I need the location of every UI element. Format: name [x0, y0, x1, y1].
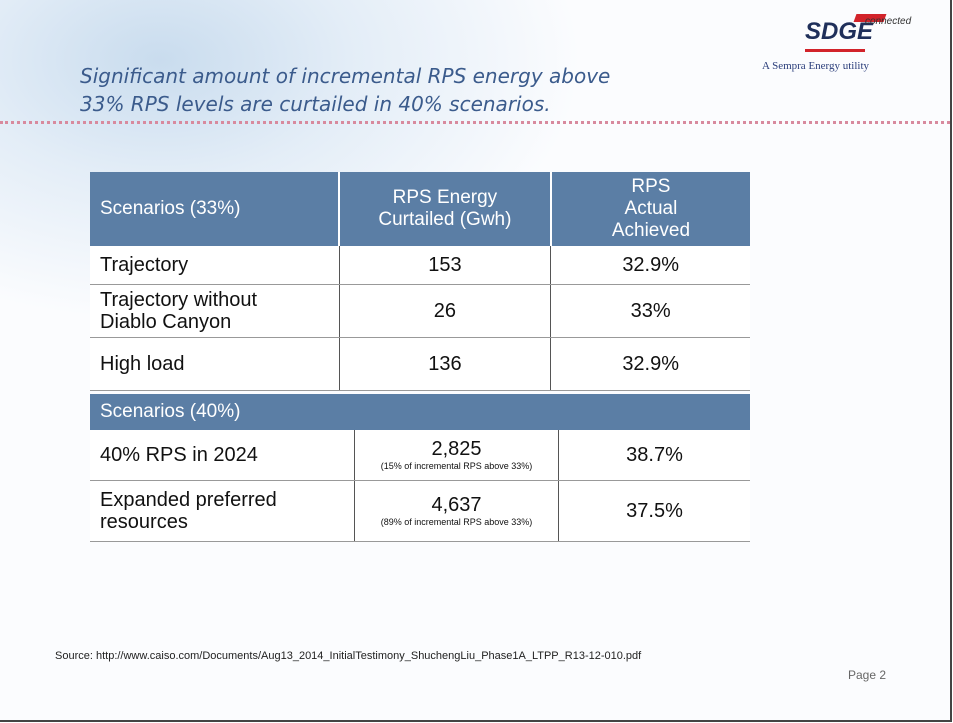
table-33: Scenarios (33%) RPS Energy Curtailed (Gw…: [90, 172, 750, 391]
table-row: Expanded preferred resources 4,637 (89% of…: [90, 480, 750, 542]
logo-rule: [805, 49, 865, 52]
logo-brand: SDGE: [805, 18, 874, 45]
curtailed-cell: 4,637 (89% of incremental RPS above 33%): [354, 480, 559, 542]
logo: SDGE connected A Sempra Energy utility: [760, 12, 930, 82]
curtailed-cell: 2,825 (15% of incremental RPS above 33%): [354, 430, 559, 481]
header-row: Scenarios (33%) RPS Energy Curtailed (Gw…: [90, 172, 750, 246]
column-header: RPS Actual Achieved: [549, 172, 750, 246]
table-row: Trajectory without Diablo Canyon 26 33%: [90, 284, 750, 338]
column-header: RPS Energy Curtailed (Gwh): [338, 172, 551, 246]
achieved-cell: 32.9%: [550, 246, 750, 285]
achieved-cell: 33%: [550, 284, 750, 338]
slide-title: Significant amount of incremental RPS en…: [80, 62, 610, 118]
curtailed-cell: 153: [338, 246, 551, 285]
table-row: 40% RPS in 2024 2,825 (15% of incremental …: [90, 430, 750, 481]
achieved-cell: 37.5%: [558, 480, 750, 542]
source: Source: http://www.caiso.com/Documents/A…: [55, 650, 642, 662]
curtailed-cell: 136: [338, 337, 551, 391]
divider: [0, 121, 950, 124]
section-row: Scenarios (40%): [90, 394, 750, 430]
curtailed-cell: 26: [338, 284, 551, 338]
title-line: 33% RPS levels are curtailed in 40% scen…: [80, 92, 551, 116]
scenario-cell: High load: [90, 337, 339, 391]
logo-parent: A Sempra Energy utility: [762, 60, 870, 72]
table-row: Trajectory 153 32.9%: [90, 246, 750, 285]
scenario-cell: 40% RPS in 2024: [90, 430, 355, 481]
curtailed-value: 4,637: [431, 494, 482, 516]
achieved-cell: 38.7%: [558, 430, 750, 481]
scenario-cell: Expanded preferred resources: [90, 480, 355, 542]
achieved-cell: 32.9%: [550, 337, 750, 391]
curtailed-value: 136: [428, 353, 462, 375]
curtailed-value: 26: [433, 300, 457, 322]
table-row: High load 136 32.9%: [90, 337, 750, 391]
title-line: Significant amount of incremental RPS en…: [80, 64, 611, 88]
curtailed-note: (89% of incremental RPS above 33%): [380, 517, 533, 527]
scenario-cell: Trajectory without Diablo Canyon: [90, 284, 339, 338]
curtailed-note: (15% of incremental RPS above 33%): [380, 461, 533, 471]
curtailed-value: 153: [428, 254, 462, 276]
column-header: Scenarios (33%): [90, 172, 339, 246]
page-number: Page 2: [848, 668, 887, 682]
table-40: Scenarios (40%) 40% RPS in 2024 2,825 (15%…: [90, 394, 750, 542]
scenario-cell: Trajectory: [90, 246, 339, 285]
curtailed-value: 2,825: [431, 438, 482, 460]
logo-tag: connected: [865, 16, 912, 27]
section-header: Scenarios (40%): [90, 394, 750, 430]
